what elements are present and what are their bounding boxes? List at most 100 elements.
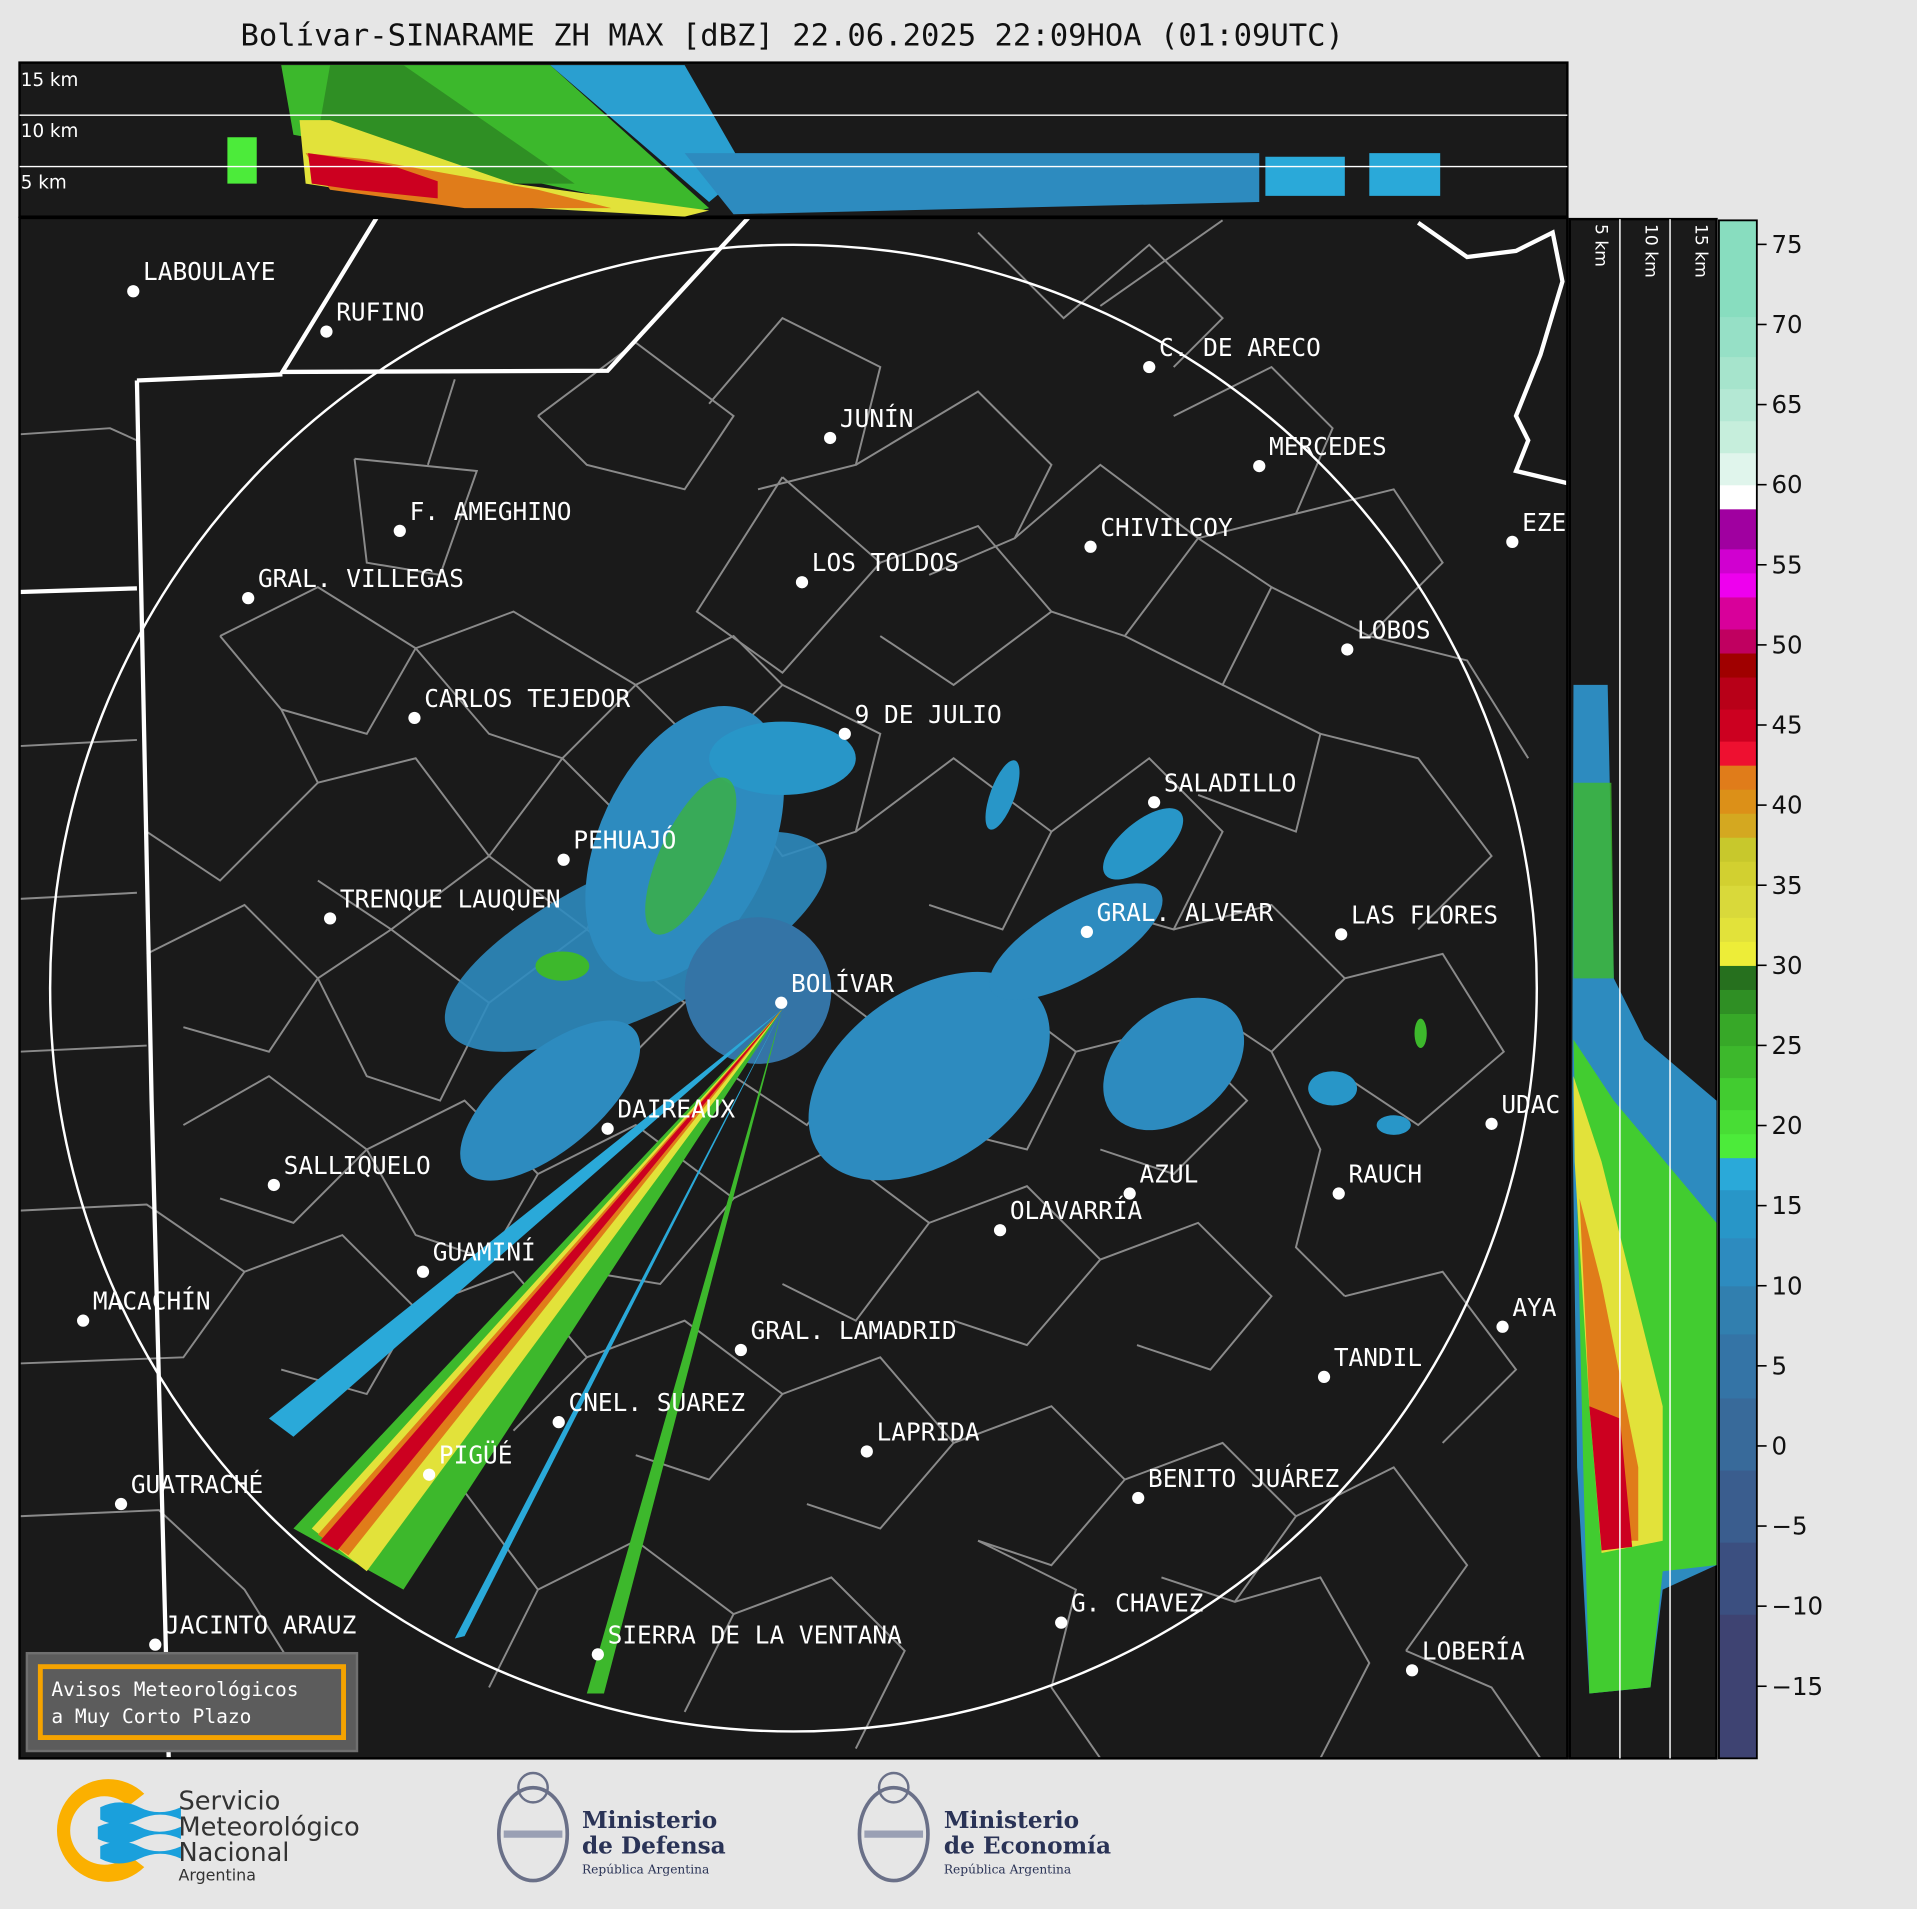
city-marker: AZUL — [1123, 1160, 1198, 1200]
city-marker: EZE — [1506, 508, 1566, 548]
city-dot-icon — [1335, 928, 1348, 941]
city-marker: LOS TOLDOS — [795, 548, 959, 589]
colorbar-band — [1718, 837, 1757, 862]
city-marker: JUNÍN — [824, 404, 913, 445]
city-dot-icon — [423, 1468, 436, 1481]
city-marker: CNEL. SUAREZ — [552, 1388, 745, 1429]
colorbar-tick-label: 35 — [1772, 871, 1803, 900]
colorbar-band — [1718, 652, 1757, 678]
city-label: LABOULAYE — [143, 257, 275, 286]
city-marker: LOBERÍA — [1405, 1636, 1525, 1677]
city-marker: UDAC — [1485, 1090, 1560, 1130]
smn-text: Servicio — [178, 1787, 280, 1817]
city-dot-icon — [838, 727, 851, 740]
city-marker: G. CHAVEZ — [1055, 1589, 1203, 1629]
city-marker: AYA — [1496, 1293, 1557, 1333]
city-marker: SALADILLO — [1147, 768, 1296, 809]
city-dot-icon — [242, 592, 255, 605]
altitude-label: 10 km — [21, 121, 79, 142]
colorbar-band — [1718, 1013, 1757, 1047]
city-label: GRAL. VILLEGAS — [258, 564, 464, 593]
colorbar-band — [1718, 861, 1757, 886]
city-dot-icon — [1084, 540, 1097, 553]
colorbar-band — [1718, 1237, 1757, 1287]
colorbar-band — [1718, 484, 1757, 510]
city-label: PEHUAJÓ — [573, 825, 676, 855]
city-marker: BOLÍVAR — [775, 969, 894, 1009]
colorbar-band — [1718, 388, 1757, 422]
city-label: SALADILLO — [1164, 768, 1296, 797]
colorbar-band — [1718, 548, 1757, 574]
altitude-label: 10 km — [1641, 224, 1661, 278]
colorbar-tick-label: 70 — [1772, 310, 1803, 339]
colorbar-tick-label: 40 — [1772, 791, 1803, 820]
warning-box[interactable]: Avisos Meteorológicos a Muy Corto Plazo — [25, 1651, 359, 1753]
city-dot-icon — [1317, 1370, 1331, 1384]
city-dot-icon — [393, 524, 406, 537]
colorbar-band — [1718, 628, 1757, 654]
city-label: PIGÜÉ — [439, 1441, 513, 1470]
city-dot-icon — [149, 1638, 162, 1651]
smn-logo: Servicio Meteorológico Nacional Argentin… — [56, 1779, 360, 1885]
colorbar-tick-label: 75 — [1772, 230, 1803, 259]
city-label: GUATRACHÉ — [131, 1470, 263, 1499]
ministerio-economia-logo: Ministerio de Economía República Argenti… — [857, 1771, 1111, 1883]
city-dot-icon — [557, 853, 570, 866]
ministry-text: República Argentina — [944, 1862, 1071, 1876]
city-label: MACACHÍN — [93, 1287, 211, 1316]
city-dot-icon — [114, 1497, 128, 1511]
city-dot-icon — [267, 1178, 280, 1192]
colorbar-tick-label: −10 — [1772, 1592, 1824, 1621]
city-marker: BENITO JUÁREZ — [1132, 1464, 1339, 1505]
colorbar-band — [1718, 1333, 1757, 1399]
city-dot-icon — [416, 1265, 430, 1278]
city-marker: DAIREAUX — [601, 1095, 735, 1135]
city-label: SIERRA DE LA VENTANA — [608, 1620, 903, 1649]
colorbar-band — [1718, 1045, 1757, 1079]
colorbar-tick-label: 50 — [1772, 630, 1803, 659]
colorbar-band — [1718, 1614, 1757, 1759]
city-marker: CHIVILCOY — [1084, 513, 1233, 553]
city-marker: SALLIQUELO — [267, 1151, 431, 1192]
colorbar-band — [1718, 452, 1757, 486]
city-dot-icon — [1132, 1491, 1145, 1505]
city-label: RUFINO — [336, 298, 424, 327]
warning-line1: Avisos Meteorológicos — [51, 1678, 298, 1701]
city-label: LAPRIDA — [877, 1417, 980, 1446]
city-dot-icon — [1147, 796, 1161, 809]
city-label: TANDIL — [1334, 1343, 1422, 1372]
city-label: AYA — [1512, 1293, 1556, 1322]
city-label: BOLÍVAR — [791, 969, 894, 998]
colorbar-band — [1718, 420, 1757, 454]
city-dot-icon — [323, 912, 337, 925]
colorbar-band — [1718, 676, 1757, 710]
colorbar-tick-label: 60 — [1772, 470, 1803, 499]
colorbar-band — [1718, 356, 1757, 390]
city-dot-icon — [1253, 459, 1266, 473]
city-label: F. AMEGHINO — [410, 497, 572, 526]
ministry-text: de Defensa — [582, 1833, 726, 1860]
city-dot-icon — [1506, 535, 1519, 548]
colorbar-tick-label: 10 — [1772, 1271, 1803, 1300]
colorbar-band — [1718, 1469, 1757, 1543]
colorbar-band — [1718, 789, 1757, 814]
colorbar-band — [1718, 220, 1757, 318]
colorbar-tick-label: 5 — [1772, 1351, 1788, 1380]
colorbar-band — [1718, 813, 1757, 838]
city-label: LOBOS — [1357, 615, 1431, 644]
smn-text: Meteorológico — [178, 1812, 359, 1842]
colorbar-band — [1718, 989, 1757, 1014]
city-marker: TRENQUE LAUQUEN — [323, 884, 561, 925]
city-marker: MERCEDES — [1253, 432, 1387, 473]
city-marker: MACACHÍN — [77, 1287, 211, 1327]
city-dot-icon — [601, 1122, 614, 1135]
city-label: C. DE ARECO — [1159, 333, 1321, 362]
city-dot-icon — [408, 711, 421, 725]
city-dot-icon — [77, 1314, 90, 1327]
city-label: GUAMINÍ — [433, 1238, 536, 1267]
colorbar-band — [1718, 1542, 1757, 1615]
altitude-label: 5 km — [1590, 224, 1610, 267]
altitude-label: 15 km — [1691, 224, 1711, 278]
figure-title: Bolívar-SINARAME ZH MAX [dBZ] 22.06.2025… — [241, 19, 1344, 54]
